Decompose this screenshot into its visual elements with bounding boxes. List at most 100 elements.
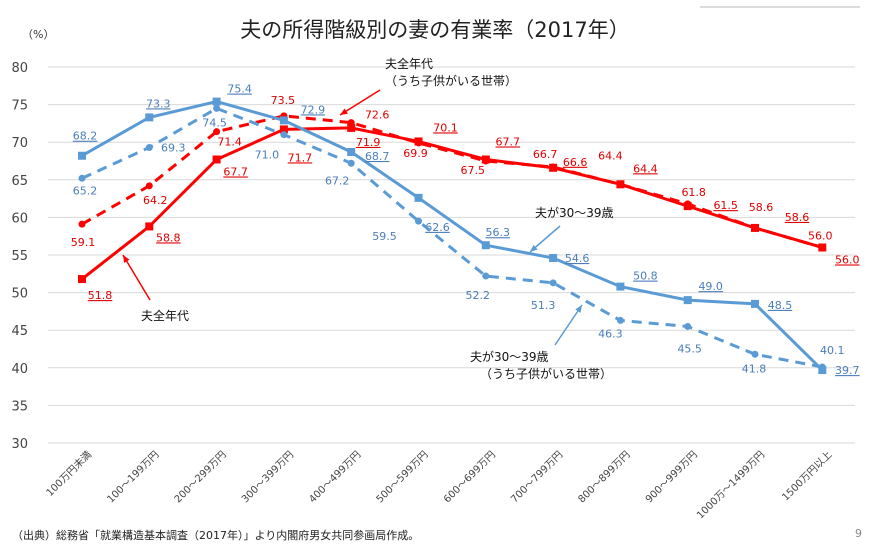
data-point bbox=[280, 131, 288, 139]
data-label: 68.2 bbox=[73, 130, 98, 143]
data-point bbox=[145, 143, 153, 151]
annotation-label: 夫が30～39歳 bbox=[535, 205, 614, 220]
y-tick-label: 65 bbox=[11, 174, 28, 189]
data-point bbox=[213, 128, 221, 136]
data-label: 49.0 bbox=[698, 280, 723, 293]
data-label: 67.7 bbox=[496, 135, 521, 148]
data-label: 64.4 bbox=[633, 162, 658, 175]
data-point bbox=[78, 220, 86, 228]
data-label: 41.8 bbox=[742, 362, 767, 375]
data-point bbox=[415, 139, 422, 147]
source-note: （出典）総務省「就業構造基本調査（2017年）」より内閣府男女共同参画局作成。 bbox=[12, 529, 420, 542]
data-point bbox=[347, 123, 356, 132]
series-line-3 bbox=[81, 106, 823, 369]
data-label: 71.7 bbox=[288, 151, 313, 164]
data-point bbox=[549, 163, 557, 171]
data-label: 56.3 bbox=[486, 226, 511, 239]
data-point bbox=[145, 182, 153, 190]
data-point bbox=[616, 316, 624, 324]
data-point bbox=[213, 104, 221, 112]
annotation-label: 夫が30～39歳 bbox=[470, 349, 549, 364]
data-label: 62.6 bbox=[425, 221, 450, 234]
data-label: 50.8 bbox=[633, 270, 658, 283]
x-tick-label: 1000万～1499万円 bbox=[695, 449, 767, 521]
data-label: 70.1 bbox=[433, 121, 458, 134]
page-number: 9 bbox=[855, 527, 862, 540]
data-point bbox=[414, 193, 423, 202]
x-tick-label: 800～899万円 bbox=[577, 449, 633, 505]
x-tick-label: 700～799万円 bbox=[509, 449, 565, 505]
data-label: 48.5 bbox=[768, 299, 793, 312]
data-label: 66.7 bbox=[533, 148, 558, 161]
annotation-label: （うち子供がいる世帯） bbox=[385, 73, 517, 88]
data-point bbox=[818, 363, 826, 371]
data-point bbox=[279, 125, 288, 134]
data-point bbox=[78, 174, 86, 182]
data-point bbox=[145, 113, 154, 122]
data-label: 61.8 bbox=[681, 186, 706, 199]
annotation-label: （うち子供がいる世帯） bbox=[480, 366, 612, 381]
annotation-label: 夫全年代 bbox=[141, 308, 189, 323]
y-tick-label: 55 bbox=[11, 249, 28, 264]
data-point bbox=[684, 200, 692, 208]
data-point bbox=[751, 299, 759, 308]
chart-title: 夫の所得階級別の妻の有業率（2017年） bbox=[240, 18, 630, 42]
data-label: 52.2 bbox=[466, 289, 491, 302]
data-label: 73.5 bbox=[271, 94, 296, 107]
data-label: 73.3 bbox=[146, 97, 171, 110]
data-point bbox=[751, 350, 759, 358]
data-label: 71.4 bbox=[217, 136, 242, 149]
data-label: 51.3 bbox=[531, 299, 556, 312]
arrowhead-icon bbox=[575, 305, 582, 313]
data-label: 58.6 bbox=[749, 201, 774, 214]
x-tick-label: 200～299万円 bbox=[173, 449, 229, 505]
x-tick-label: 100万円未満 bbox=[44, 449, 94, 499]
data-point bbox=[347, 159, 355, 167]
data-point bbox=[616, 282, 625, 291]
data-label: 56.0 bbox=[808, 229, 833, 242]
data-point bbox=[415, 217, 422, 225]
arrowhead-icon bbox=[530, 244, 538, 252]
data-point bbox=[616, 180, 624, 188]
y-tick-label: 75 bbox=[11, 99, 28, 114]
data-label: 72.9 bbox=[301, 103, 326, 116]
data-label: 67.7 bbox=[223, 165, 248, 178]
arrowhead-icon bbox=[340, 108, 348, 115]
x-tick-label: 100～199万円 bbox=[105, 449, 161, 505]
x-tick-label: 900～999万円 bbox=[644, 449, 700, 505]
annotation-arrow bbox=[339, 89, 381, 116]
data-label: 69.9 bbox=[403, 147, 428, 160]
data-point bbox=[279, 116, 288, 125]
data-point bbox=[549, 279, 557, 287]
data-point bbox=[78, 151, 86, 160]
x-tick-label: 600～699万円 bbox=[442, 449, 498, 505]
data-label: 75.4 bbox=[227, 83, 252, 96]
data-label: 64.4 bbox=[598, 149, 623, 162]
x-tick-label: 400～499万円 bbox=[307, 449, 363, 505]
data-label: 58.8 bbox=[156, 231, 181, 244]
y-tick-label: 70 bbox=[11, 136, 28, 151]
data-label: 59.1 bbox=[71, 236, 96, 249]
y-tick-label: 35 bbox=[11, 399, 28, 414]
data-label: 64.2 bbox=[143, 194, 168, 207]
data-label: 65.2 bbox=[73, 184, 98, 197]
data-label: 69.3 bbox=[161, 141, 186, 154]
series-line-0 bbox=[81, 126, 823, 281]
data-label: 54.6 bbox=[565, 252, 590, 265]
data-label: 61.5 bbox=[713, 199, 738, 212]
data-point bbox=[818, 243, 826, 251]
data-label: 58.6 bbox=[785, 211, 810, 224]
annotation-label: 夫全年代 bbox=[385, 56, 433, 71]
data-label: 71.9 bbox=[356, 136, 381, 149]
data-label: 51.8 bbox=[88, 289, 113, 302]
y-tick-label: 45 bbox=[11, 324, 28, 339]
y-tick-label: 80 bbox=[11, 61, 28, 76]
y-tick-label: 60 bbox=[11, 211, 28, 226]
data-label: 72.6 bbox=[365, 109, 390, 122]
data-point bbox=[482, 272, 490, 280]
data-label: 67.5 bbox=[461, 164, 486, 177]
y-tick-label: 50 bbox=[11, 287, 28, 302]
annotation-arrow bbox=[554, 304, 583, 346]
